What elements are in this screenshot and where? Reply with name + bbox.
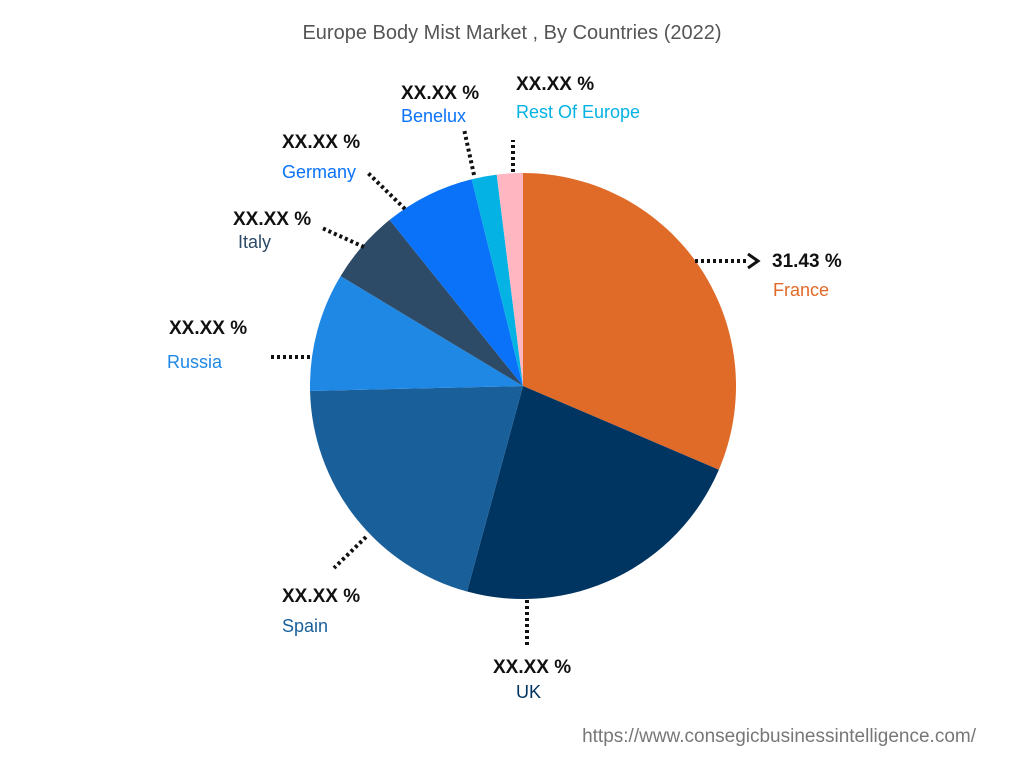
pie-slice-benelux xyxy=(471,174,523,386)
source-url: https://www.consegicbusinessintelligence… xyxy=(582,726,976,747)
value-label-rest-of-europe: XX.XX % xyxy=(516,74,594,95)
pie-slice-rest-of-europe xyxy=(496,173,523,386)
chart-title: Europe Body Mist Market , By Countries (… xyxy=(302,22,722,44)
leader-line-italy xyxy=(321,226,365,249)
value-label-italy: XX.XX % xyxy=(233,209,311,230)
value-label-benelux: XX.XX % xyxy=(401,83,479,104)
pie-slice-france xyxy=(523,173,736,470)
value-label-france: 31.43 % xyxy=(772,251,842,272)
value-label-uk: XX.XX % xyxy=(493,657,571,678)
leader-line-spain xyxy=(332,535,368,570)
pie-slice-italy xyxy=(340,219,523,386)
leader-line-germany xyxy=(366,171,407,211)
pie-slice-spain xyxy=(310,386,523,592)
category-label-germany: Germany xyxy=(282,162,356,182)
pie-slice-germany xyxy=(389,179,523,386)
category-label-rest-of-europe: Rest Of Europe xyxy=(516,102,640,122)
pie-slices xyxy=(310,173,736,599)
category-label-benelux: Benelux xyxy=(401,106,466,126)
category-label-italy: Italy xyxy=(238,232,271,252)
slice-labels: 31.43 % France XX.XX % UK XX.XX % Spain XX.XX … xyxy=(167,74,842,702)
value-label-germany: XX.XX % xyxy=(282,132,360,153)
pie-slice-uk xyxy=(467,386,719,599)
category-label-spain: Spain xyxy=(282,616,328,636)
category-label-france: France xyxy=(773,280,829,300)
value-label-spain: XX.XX % xyxy=(282,586,360,607)
leader-line-benelux xyxy=(462,128,476,176)
category-label-uk: UK xyxy=(516,682,541,702)
pie-slice-russia xyxy=(310,276,523,391)
value-label-russia: XX.XX % xyxy=(169,318,247,339)
leader-lines xyxy=(270,128,761,648)
category-label-russia: Russia xyxy=(167,352,223,372)
leader-arrow-france xyxy=(747,252,761,270)
